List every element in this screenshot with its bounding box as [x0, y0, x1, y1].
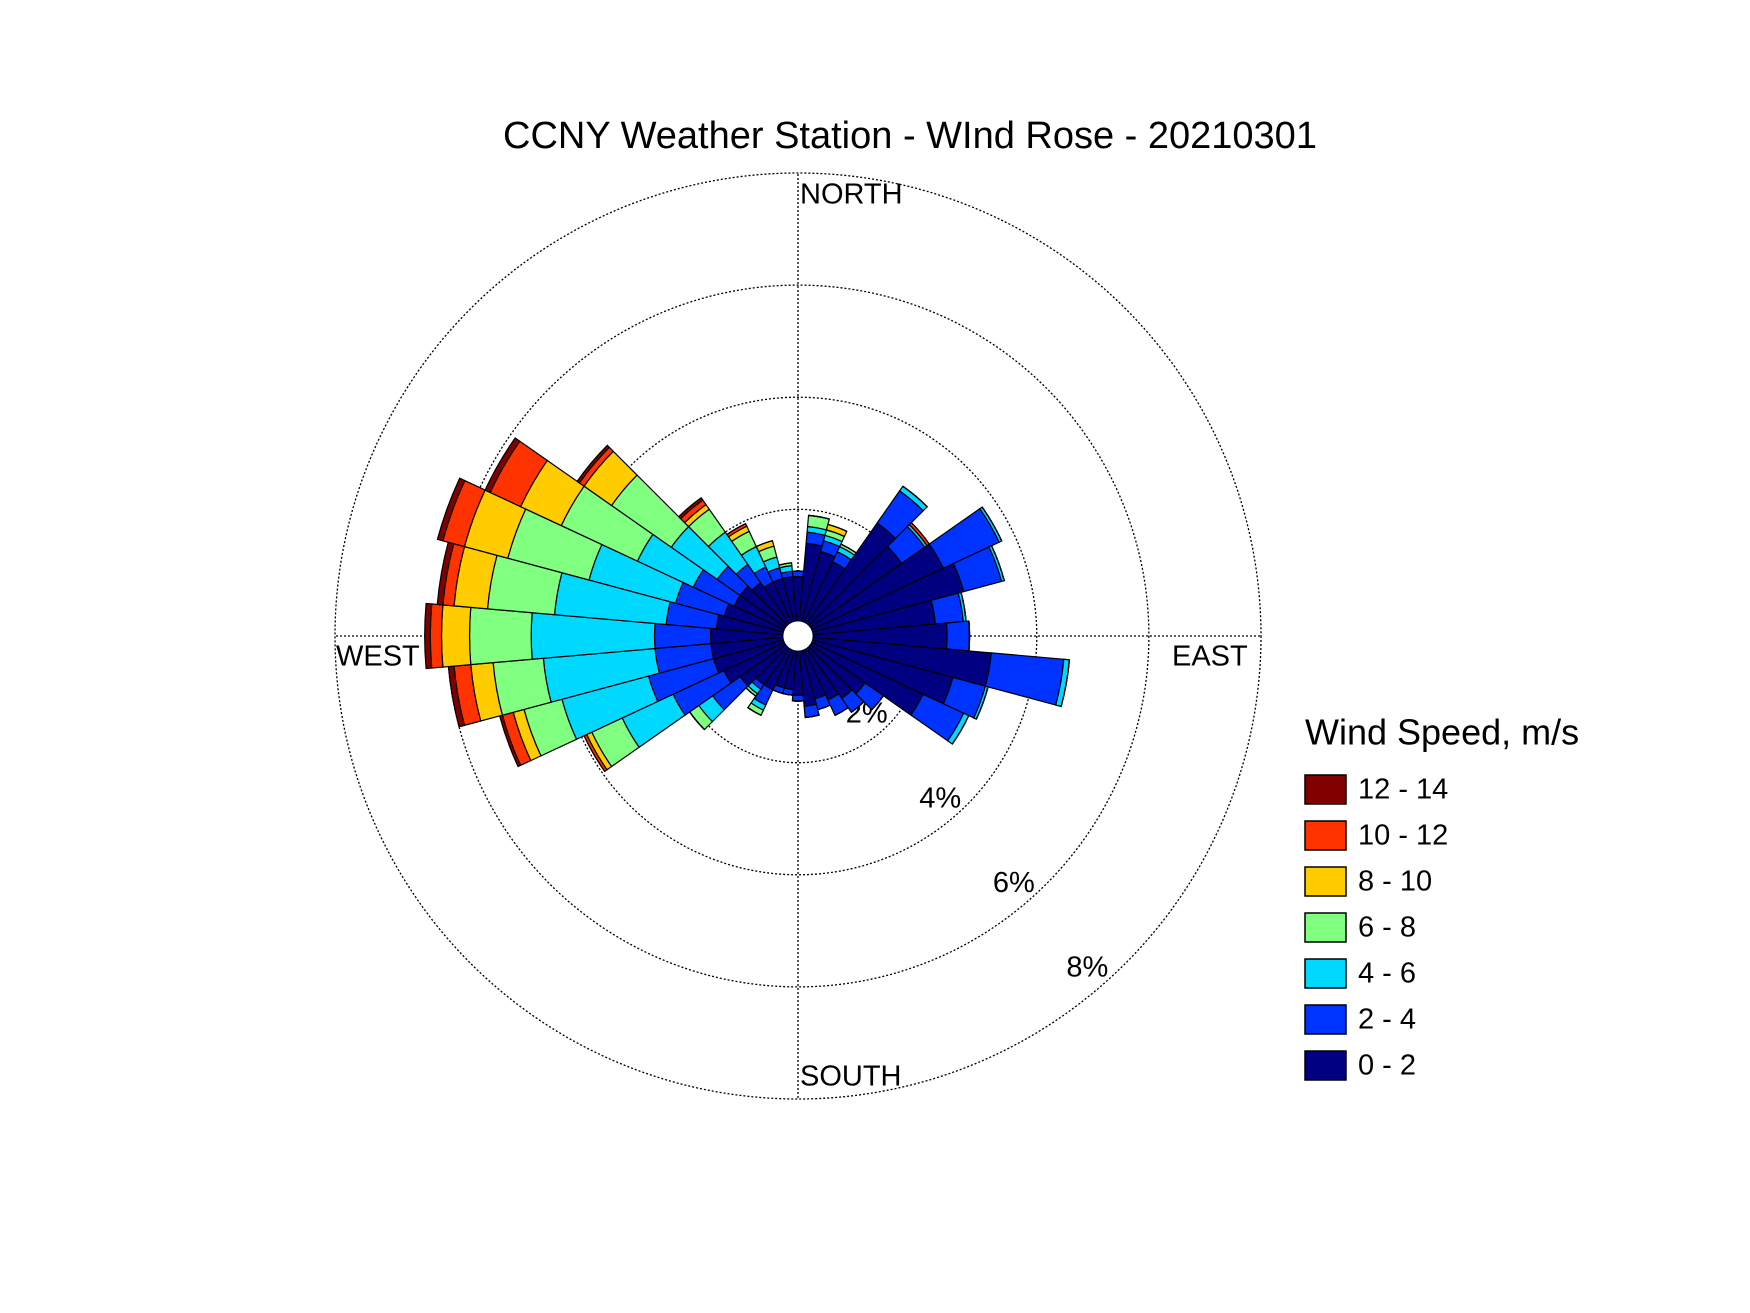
wind-segment: [429, 603, 444, 669]
wind-segment: [968, 620, 971, 652]
wind-segment: [440, 604, 472, 668]
legend-label: 0 - 2: [1358, 1050, 1416, 1082]
wind-segment: [975, 686, 989, 720]
direction-label: EAST: [1172, 641, 1248, 673]
r-tick-label: 6%: [993, 867, 1035, 899]
center-hole: [783, 621, 813, 651]
wind-segment: [791, 694, 805, 702]
wind-segment: [851, 701, 865, 713]
direction-label: SOUTH: [800, 1061, 902, 1093]
wind-segment: [778, 562, 792, 566]
wind-segment: [1060, 659, 1070, 707]
r-tick-label: 8%: [1066, 951, 1108, 983]
legend-label: 8 - 10: [1358, 866, 1432, 898]
wind-segment: [576, 444, 611, 484]
wind-segment: [484, 437, 521, 494]
wind-segment: [436, 477, 466, 542]
wind-segment: [805, 714, 820, 719]
wind-segment: [902, 485, 928, 508]
wind-segment: [424, 602, 433, 670]
legend-title: Wind Speed, m/s: [1305, 712, 1579, 753]
wind-segment: [871, 695, 884, 711]
legend-swatch: [1304, 1004, 1347, 1035]
r-tick-label: 4%: [919, 782, 961, 814]
wind-segment: [945, 620, 971, 652]
legend-swatch: [1304, 958, 1347, 989]
legend-label: 4 - 6: [1358, 958, 1416, 990]
legend-label: 2 - 4: [1358, 1004, 1416, 1036]
legend-label: 6 - 8: [1358, 912, 1416, 944]
chart-title: CCNY Weather Station - WInd Rose - 20210…: [503, 115, 1317, 157]
wind-segment: [991, 545, 1005, 581]
direction-label: WEST: [336, 641, 420, 673]
wind-segment: [791, 570, 805, 578]
legend-swatch: [1304, 1050, 1347, 1081]
legend-swatch: [1304, 820, 1347, 851]
wind-segment: [677, 496, 704, 520]
grid-ring: [334, 172, 1262, 1100]
direction-label: NORTH: [800, 179, 903, 211]
wind-segment: [468, 606, 533, 666]
legend-swatch: [1304, 866, 1347, 897]
legend-label: 10 - 12: [1358, 820, 1448, 852]
legend-label: 12 - 14: [1358, 774, 1448, 806]
legend-swatch: [1304, 774, 1347, 805]
legend-swatch: [1304, 912, 1347, 943]
